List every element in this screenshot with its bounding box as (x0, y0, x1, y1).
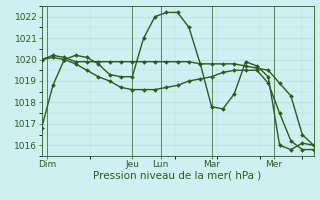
X-axis label: Pression niveau de la mer( hPa ): Pression niveau de la mer( hPa ) (93, 171, 262, 181)
